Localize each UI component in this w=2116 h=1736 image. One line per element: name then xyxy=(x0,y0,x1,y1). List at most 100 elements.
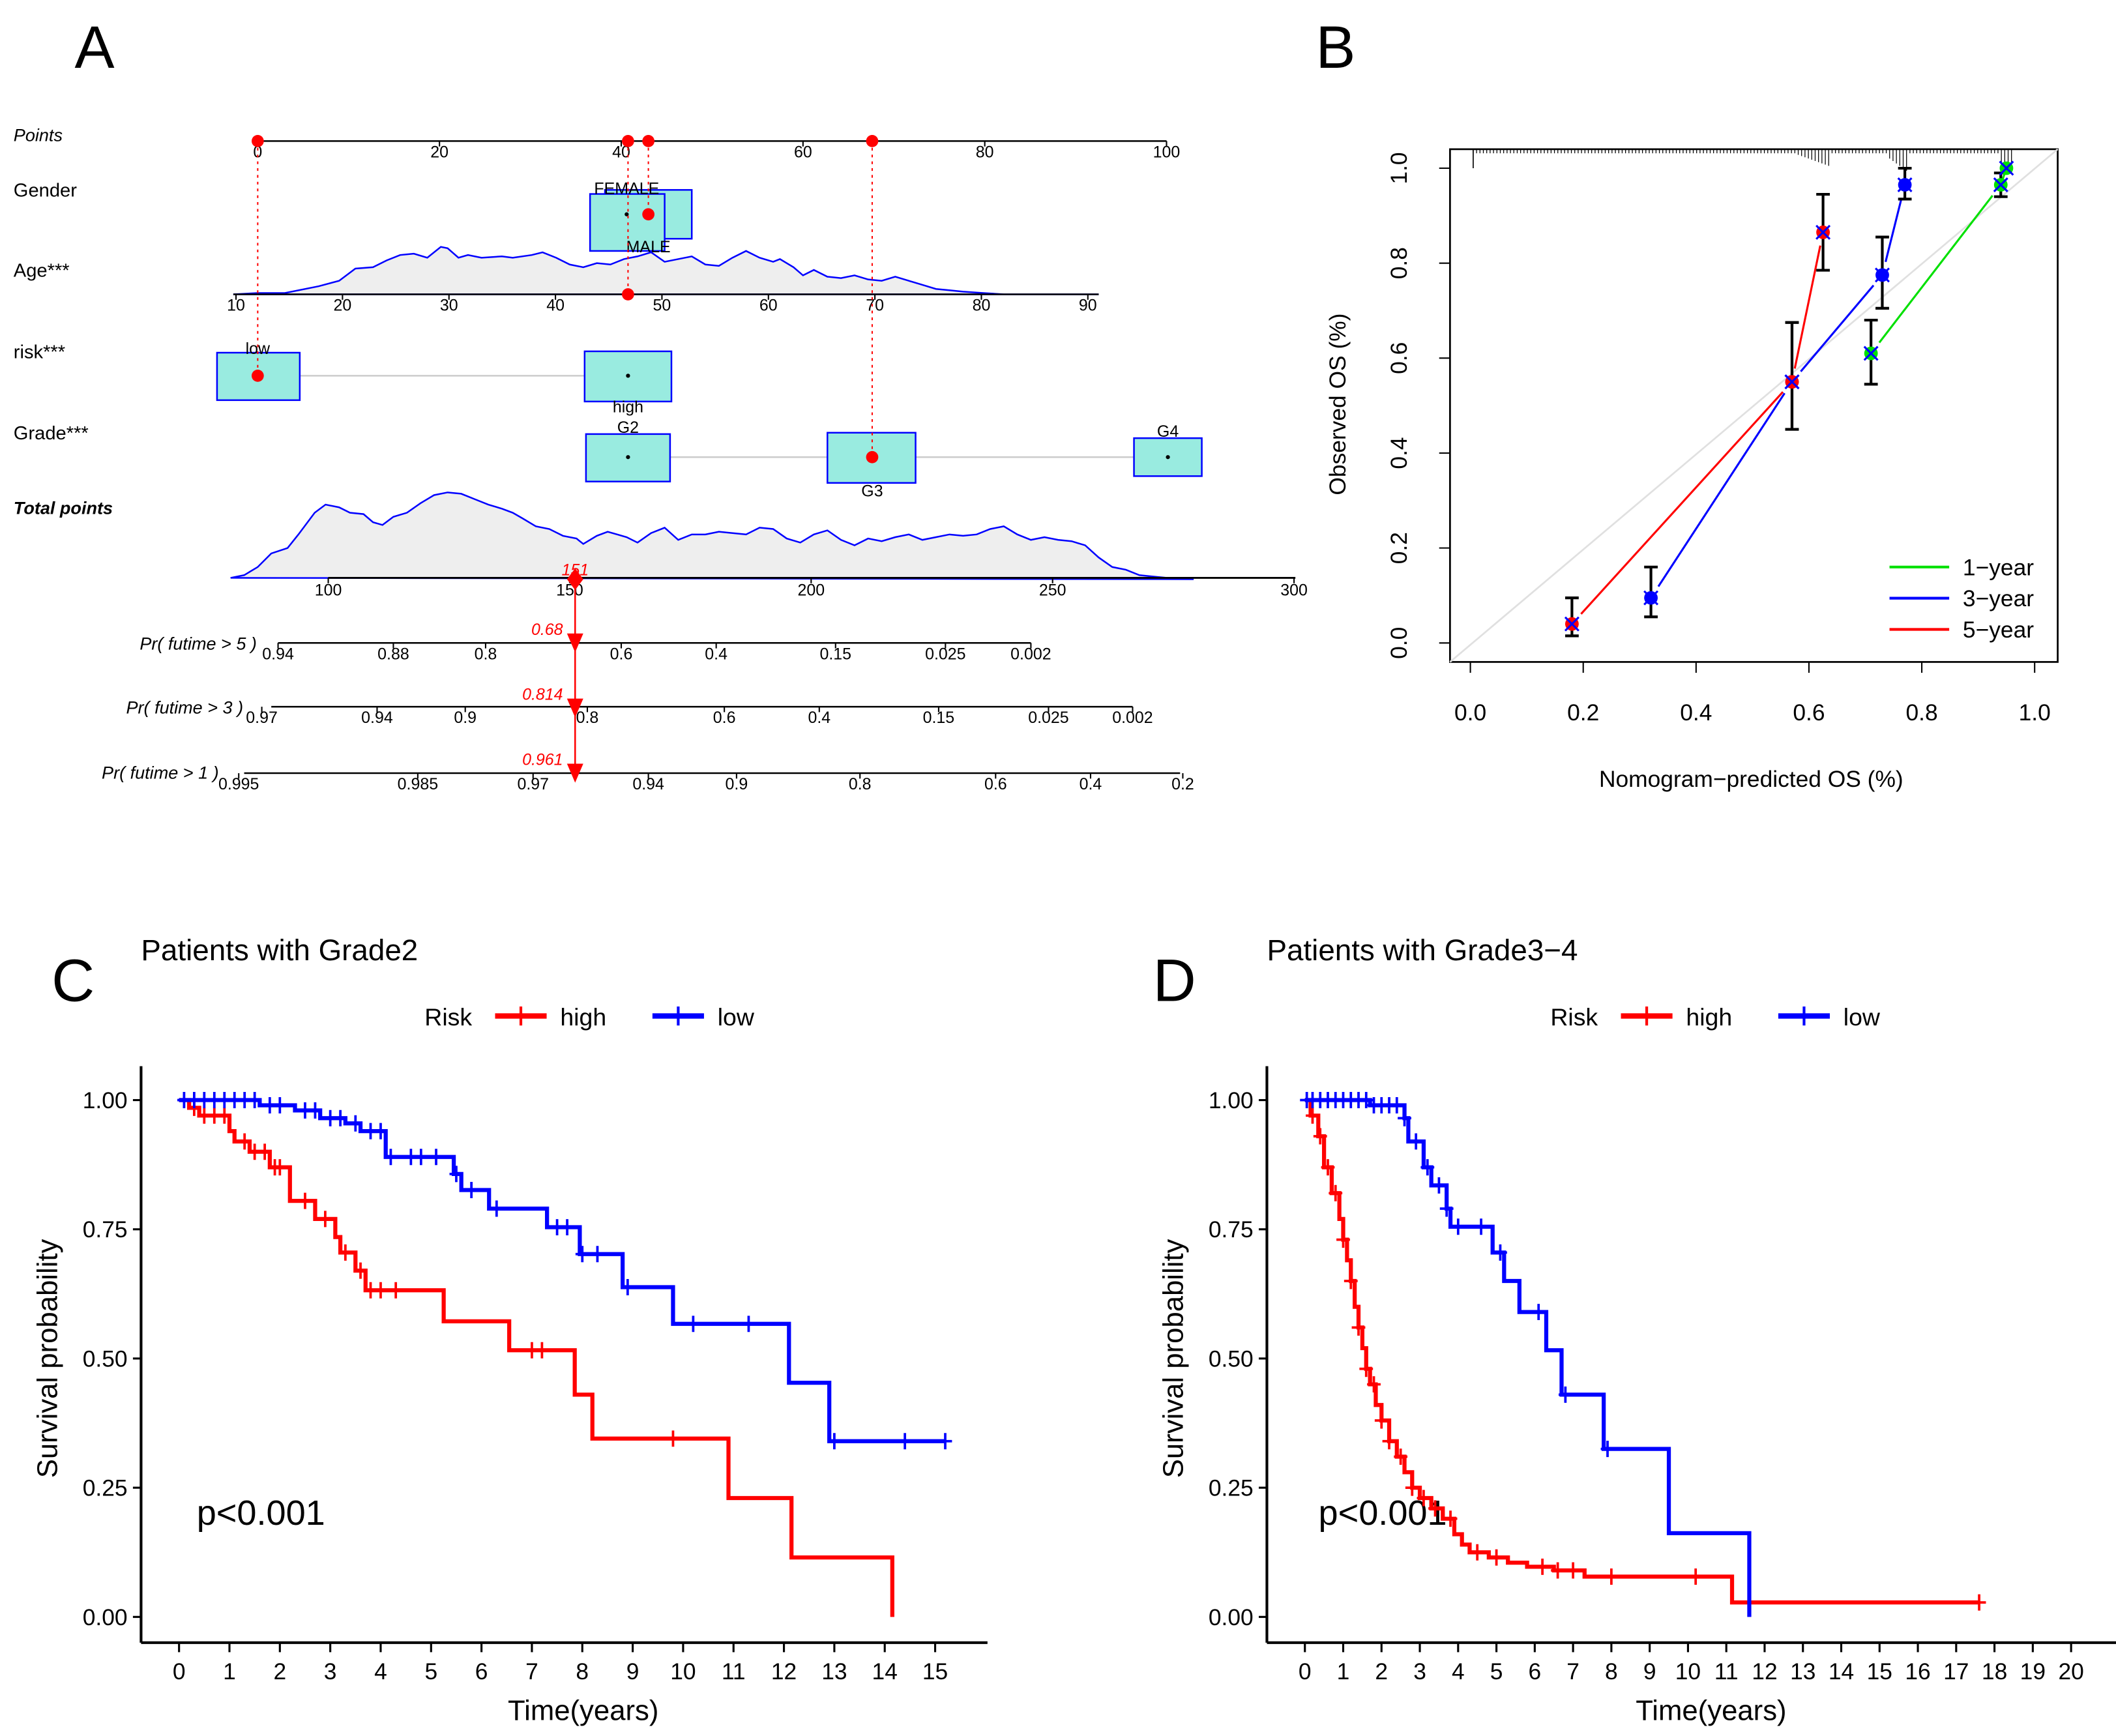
km-censor-mark xyxy=(1374,1412,1389,1429)
prob-label-3y: Pr( futime > 3 ) xyxy=(126,698,244,718)
age-tick-label: 30 xyxy=(440,297,458,315)
km-censor-mark xyxy=(318,1211,332,1228)
km-x-tick-label: 3 xyxy=(1413,1659,1426,1685)
calibration-x-tick-label: 0.6 xyxy=(1793,700,1825,726)
grade-label-g2: G2 xyxy=(617,419,639,437)
row-label-total-points: Total points xyxy=(14,499,113,518)
km-censor-mark xyxy=(1432,1177,1446,1194)
prob-5y-marker xyxy=(566,633,583,653)
prob-tick-label: 0.6 xyxy=(610,645,633,663)
prob-5y-value: 0.68 xyxy=(531,621,563,639)
km-censor-mark xyxy=(1474,1218,1488,1235)
prob-tick-label: 0.15 xyxy=(819,645,851,663)
prob-tick-label: 0.4 xyxy=(705,645,727,663)
gender-female-center xyxy=(625,212,629,216)
km-censor-mark xyxy=(621,1279,635,1296)
km-x-tick-label: 4 xyxy=(374,1659,387,1685)
panel-c-km-grade2: C Patients with Grade2 Risk high low 0.00 0.… xyxy=(31,934,988,1726)
km-y-tick-label: 0.50 xyxy=(1209,1346,1254,1372)
calibration-x-tick-label: 0.4 xyxy=(1680,700,1712,726)
km-legend-label-high: high xyxy=(560,1003,606,1031)
km-x-title: Time(years) xyxy=(508,1694,658,1726)
gender-label-female: FEMALE xyxy=(594,180,659,198)
prob-tick-label: 0.15 xyxy=(923,709,955,727)
selected-point-risk xyxy=(251,135,264,147)
km-censor-mark xyxy=(272,1096,287,1113)
risk-selected-marker xyxy=(251,370,264,382)
age-tick-label: 70 xyxy=(866,297,884,315)
km-censor-mark xyxy=(1359,1361,1374,1377)
km-censor-mark xyxy=(429,1149,443,1166)
prob-label-5y: Pr( futime > 5 ) xyxy=(140,634,257,654)
km-censor-mark xyxy=(414,1149,428,1166)
calibration-rug xyxy=(1473,149,2012,171)
km-censor-mark xyxy=(257,1143,272,1160)
km-x-tick-label: 13 xyxy=(821,1659,847,1685)
km-legend: Risk high low xyxy=(1550,1003,1881,1031)
prob-tick-label: 0.97 xyxy=(246,709,278,727)
km-y-tick-label: 0.50 xyxy=(83,1346,128,1372)
prob-3y-value: 0.814 xyxy=(522,686,563,704)
km-censor-mark xyxy=(1394,1449,1408,1465)
km-legend-title: Risk xyxy=(424,1003,472,1031)
panel-b-calibration: B 0.0 0.2 0.4 0.6 0.8 1.0 0.0 0.2 0.4 0.6 0.8 1.0 1… xyxy=(1315,14,2059,792)
km-x-tick-label: 6 xyxy=(475,1659,488,1685)
row-label-gender: Gender xyxy=(14,181,77,201)
km-censor-mark xyxy=(1306,1107,1319,1124)
calibration-series xyxy=(1564,160,2014,638)
total-points-axis-ticks: 100 150 200 250 300 xyxy=(315,578,1308,599)
km-x-tick-label: 14 xyxy=(872,1659,898,1685)
km-censor-mark xyxy=(384,1149,398,1166)
km-censor-mark xyxy=(237,1133,252,1150)
panel-letter-d: D xyxy=(1153,948,1196,1014)
prob-tick-label: 0.025 xyxy=(925,645,965,663)
km-censor-mark xyxy=(1409,1133,1423,1150)
km-censor-mark xyxy=(1405,1479,1419,1496)
km-censor-mark xyxy=(742,1316,756,1332)
calibration-cross-marker xyxy=(1564,616,1580,632)
total-points-density-curve xyxy=(230,492,1194,580)
km-censor-mark xyxy=(1490,1549,1503,1566)
km-censor-mark xyxy=(449,1166,463,1183)
prob-tick-label: 0.94 xyxy=(262,645,294,663)
km-x-tick-label: 20 xyxy=(2058,1659,2083,1685)
km-y-tick-label: 0.75 xyxy=(83,1217,128,1243)
km-x-tick-label: 4 xyxy=(1452,1659,1465,1685)
prob-tick-label: 0.002 xyxy=(1112,709,1153,727)
prob-3y-marker xyxy=(566,698,583,718)
km-censor-mark xyxy=(374,1282,388,1299)
km-x-tick-label: 2 xyxy=(1375,1659,1388,1685)
grade-label-g3: G3 xyxy=(861,482,883,501)
km-x-tick-label: 17 xyxy=(1943,1659,1969,1685)
km-censor-mark xyxy=(686,1316,700,1332)
calibration-legend-label: 1−year xyxy=(1963,555,2034,580)
km-censor-mark xyxy=(1439,1200,1454,1217)
km-censor-mark xyxy=(666,1430,680,1447)
km-legend-title: Risk xyxy=(1550,1003,1598,1031)
calibration-series-5year xyxy=(1564,192,1831,638)
age-tick-label: 10 xyxy=(227,297,245,315)
total-points-value: 151 xyxy=(561,561,589,579)
selection-guides: 151 0.68 0.814 0.961 xyxy=(251,135,879,783)
km-censor-mark xyxy=(827,1433,842,1450)
km-censor-mark xyxy=(389,1282,403,1299)
calibration-y-title: Observed OS (%) xyxy=(1325,314,1351,495)
km-x-tick-label: 1 xyxy=(1337,1659,1350,1685)
gender-selected-marker xyxy=(642,208,654,221)
km-censor-mark xyxy=(1972,1594,1986,1611)
prob-tick-label: 0.94 xyxy=(632,775,664,793)
km-x-tick-label: 10 xyxy=(1675,1659,1701,1685)
prob-1y-value: 0.961 xyxy=(522,751,563,769)
km-x-tick-label: 7 xyxy=(1566,1659,1580,1685)
km-censor-mark xyxy=(1336,1231,1350,1248)
km-x-tick-label: 0 xyxy=(173,1659,186,1685)
km-x-tick-label: 12 xyxy=(1752,1659,1777,1685)
km-censor-mark xyxy=(1313,1128,1327,1145)
km-censor-mark xyxy=(217,1107,231,1124)
km-curve-low xyxy=(1304,1098,1752,1617)
selected-point-age xyxy=(622,135,634,147)
km-censor-mark xyxy=(1359,1092,1374,1109)
km-censor-mark xyxy=(560,1219,574,1236)
km-legend: Risk high low xyxy=(424,1003,755,1031)
